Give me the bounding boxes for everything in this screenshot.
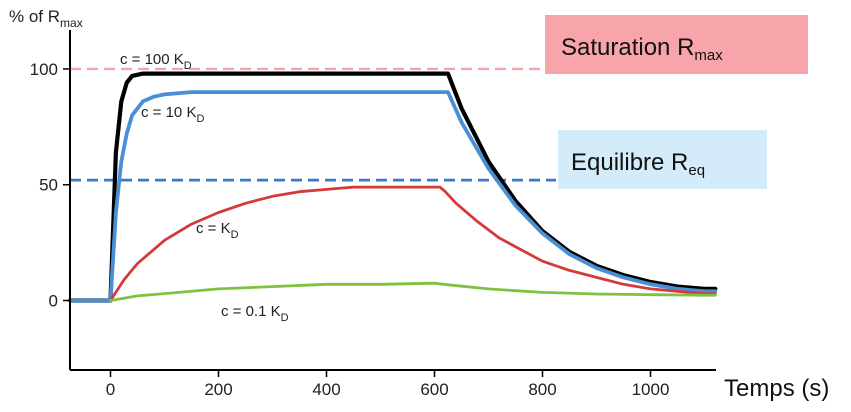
series-label-s1: c = KD [196,220,239,241]
series-line-s10 [68,90,718,303]
y-tick-label: 0 [49,292,58,311]
x-axis-title: Temps (s) [724,375,829,402]
y-axis-title: % of Rmax [9,7,83,30]
x-tick-label: 200 [204,380,232,399]
series-line-s01 [109,281,717,302]
x-tick-label: 600 [420,380,448,399]
series-line-s1 [109,185,717,302]
x-tick-label: 400 [312,380,340,399]
rmax-label: Saturation Rmax [561,34,723,64]
y-tick-label: 100 [30,60,58,79]
series-line-s100 [67,71,718,303]
series-label-s01: c = 0.1 KD [221,303,289,324]
rmax-label-box [545,15,808,74]
x-tick-label: 800 [528,380,556,399]
y-tick-label: 50 [39,176,58,195]
series-label-s10: c = 10 KD [141,104,204,125]
req-label: Equilibre Req [571,149,705,179]
x-tick-label: 1000 [632,380,670,399]
series-label-s100: c = 100 KD [120,51,192,72]
req-label-box [558,130,767,189]
x-tick-label: 0 [106,380,115,399]
